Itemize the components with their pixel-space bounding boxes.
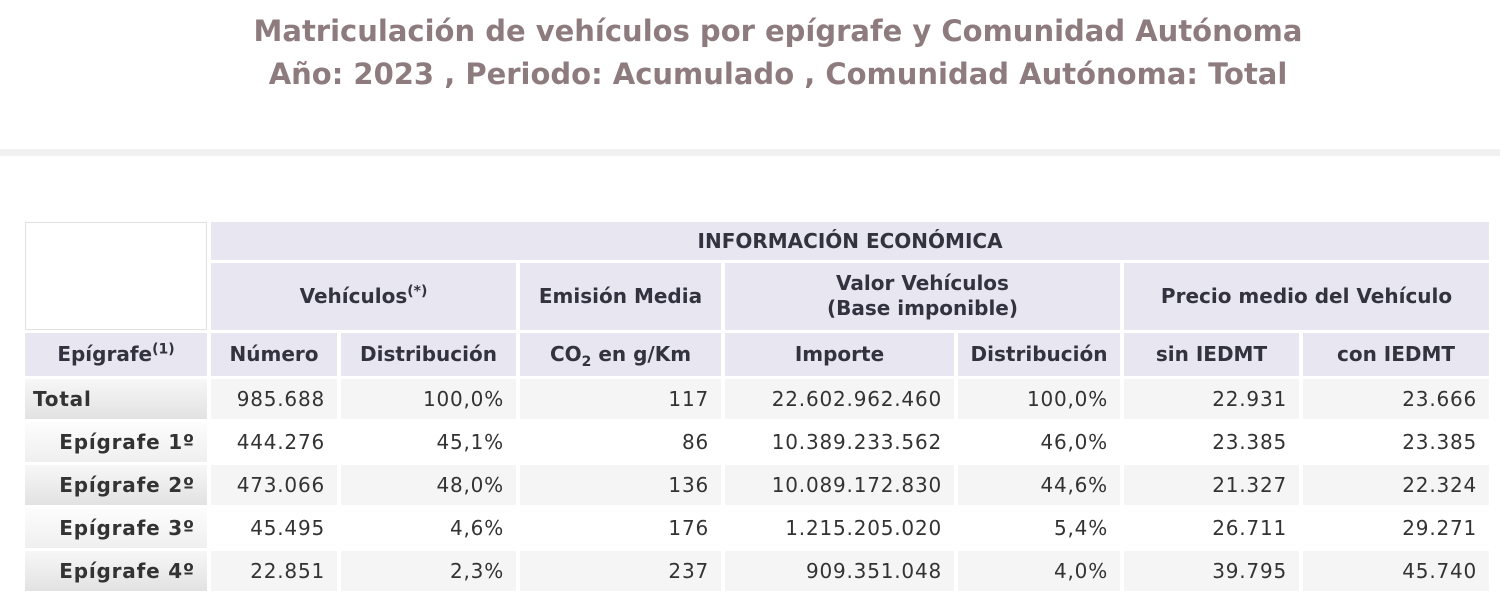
cell-distribucion-valor: 4,0%: [958, 550, 1120, 591]
cell-co2: 117: [520, 378, 721, 419]
cell-con-iedmt: 45.740: [1303, 550, 1490, 591]
cell-sin-iedmt: 21.327: [1124, 464, 1299, 505]
cell-importe: 909.351.048: [725, 550, 954, 591]
cell-importe: 10.089.172.830: [725, 464, 954, 505]
cell-con-iedmt: 23.666: [1303, 378, 1490, 419]
col-header-co2: CO2 en g/Km: [520, 332, 721, 376]
table-row-total: Total 985.688 100,0% 117 22.602.962.460 …: [25, 378, 1490, 419]
page-title-line2: Año: 2023 , Periodo: Acumulado , Comunid…: [268, 56, 1288, 91]
cell-distribucion-valor: 44,6%: [958, 464, 1120, 505]
table-row-epigrafe-1: Epígrafe 1º 444.276 45,1% 86 10.389.233.…: [25, 421, 1490, 462]
cell-sin-iedmt: 23.385: [1124, 421, 1299, 462]
cell-distribucion-vehiculos: 100,0%: [341, 378, 516, 419]
cell-co2: 237: [520, 550, 721, 591]
cell-distribucion-vehiculos: 48,0%: [341, 464, 516, 505]
table-container: INFORMACIÓN ECONÓMICA Vehículos(*) Emisi…: [21, 219, 1500, 594]
row-label-epigrafe-3: Epígrafe 3º: [25, 507, 207, 548]
cell-numero: 45.495: [211, 507, 337, 548]
header-row-categories: Vehículos(*) Emisión Media Valor Vehícul…: [25, 262, 1490, 330]
cell-distribucion-vehiculos: 2,3%: [341, 550, 516, 591]
cell-distribucion-valor: 46,0%: [958, 421, 1120, 462]
cell-co2: 86: [520, 421, 721, 462]
cell-sin-iedmt: 22.931: [1124, 378, 1299, 419]
row-label-epigrafe-2: Epígrafe 2º: [25, 464, 207, 505]
cell-importe: 10.389.233.562: [725, 421, 954, 462]
cell-distribucion-valor: 100,0%: [958, 378, 1120, 419]
cell-distribucion-valor: 5,4%: [958, 507, 1120, 548]
header-row-columns: Epígrafe(1) Número Distribución CO2 en g…: [25, 332, 1490, 376]
cell-importe: 1.215.205.020: [725, 507, 954, 548]
col-header-con-iedmt: con IEDMT: [1303, 332, 1490, 376]
row-label-epigrafe-1: Epígrafe 1º: [25, 421, 207, 462]
col-header-distribucion-valor: Distribución: [958, 332, 1120, 376]
row-label-epigrafe-4: Epígrafe 4º: [25, 550, 207, 591]
cell-co2: 176: [520, 507, 721, 548]
row-label-total: Total: [25, 378, 207, 419]
page-title: Matriculación de vehículos por epígrafe …: [0, 0, 1500, 96]
cell-sin-iedmt: 26.711: [1124, 507, 1299, 548]
cell-sin-iedmt: 39.795: [1124, 550, 1299, 591]
cell-con-iedmt: 23.385: [1303, 421, 1490, 462]
col-header-epigrafe: Epígrafe(1): [25, 332, 207, 376]
table-row-epigrafe-4: Epígrafe 4º 22.851 2,3% 237 909.351.048 …: [25, 550, 1490, 591]
page-title-line1: Matriculación de vehículos por epígrafe …: [253, 14, 1303, 48]
col-group-emision-media: Emisión Media: [520, 262, 721, 330]
col-header-sin-iedmt: sin IEDMT: [1124, 332, 1299, 376]
cell-distribucion-vehiculos: 45,1%: [341, 421, 516, 462]
table-row-epigrafe-3: Epígrafe 3º 45.495 4,6% 176 1.215.205.02…: [25, 507, 1490, 548]
vehiculos-footnote-marker: (*): [407, 283, 428, 300]
co2-subscript: 2: [581, 354, 592, 371]
corner-cell: [25, 221, 207, 330]
col-group-precio-medio: Precio medio del Vehículo: [1124, 262, 1490, 330]
col-header-numero: Número: [211, 332, 337, 376]
cell-co2: 136: [520, 464, 721, 505]
cell-numero: 22.851: [211, 550, 337, 591]
col-group-valor-vehiculos: Valor Vehículos (Base imponible): [725, 262, 1120, 330]
cell-numero: 985.688: [211, 378, 337, 419]
table-row-epigrafe-2: Epígrafe 2º 473.066 48,0% 136 10.089.172…: [25, 464, 1490, 505]
cell-distribucion-vehiculos: 4,6%: [341, 507, 516, 548]
col-group-vehiculos: Vehículos(*): [211, 262, 516, 330]
section-divider: [0, 148, 1500, 156]
header-row-group: INFORMACIÓN ECONÓMICA: [25, 221, 1490, 330]
col-header-importe: Importe: [725, 332, 954, 376]
group-header-informacion-economica: INFORMACIÓN ECONÓMICA: [211, 221, 1490, 260]
cell-numero: 473.066: [211, 464, 337, 505]
col-header-distribucion-vehiculos: Distribución: [341, 332, 516, 376]
cell-con-iedmt: 22.324: [1303, 464, 1490, 505]
cell-importe: 22.602.962.460: [725, 378, 954, 419]
epigrafe-footnote-marker: (1): [152, 341, 175, 358]
cell-numero: 444.276: [211, 421, 337, 462]
cell-con-iedmt: 29.271: [1303, 507, 1490, 548]
vehicle-registration-table: INFORMACIÓN ECONÓMICA Vehículos(*) Emisi…: [21, 219, 1493, 594]
